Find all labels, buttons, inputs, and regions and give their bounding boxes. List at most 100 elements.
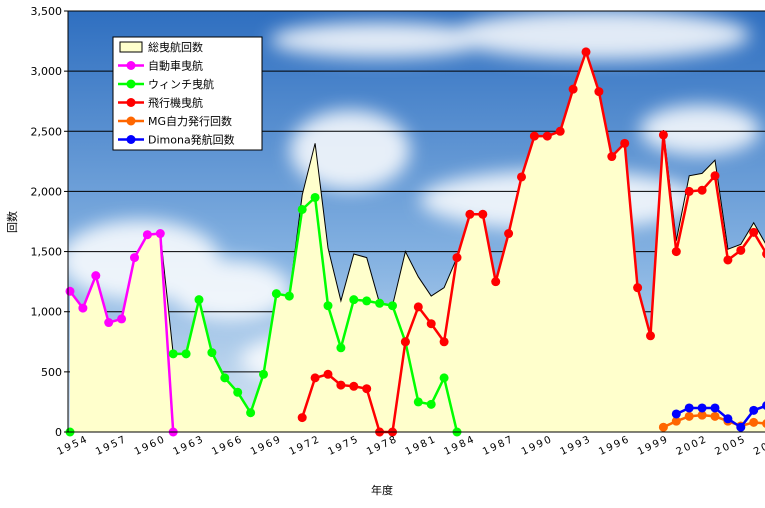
series-point <box>362 296 371 305</box>
series-point <box>530 132 539 141</box>
x-tick-label: 2002 <box>675 434 710 458</box>
series-point <box>556 127 565 136</box>
x-tick-label: 2008 <box>752 434 765 458</box>
series-point <box>66 287 75 296</box>
series-point <box>685 403 694 412</box>
legend-label: 総曳航回数 <box>148 40 203 54</box>
series-point <box>685 412 694 421</box>
series-point <box>91 271 100 280</box>
series-point <box>711 412 720 421</box>
legend-swatch <box>120 42 142 52</box>
series-point <box>465 210 474 219</box>
series-point <box>569 85 578 94</box>
series-point <box>749 228 758 237</box>
x-tick-label: 1999 <box>636 434 671 458</box>
series-point <box>311 373 320 382</box>
series-point <box>182 349 191 358</box>
series-point <box>401 337 410 346</box>
series-point <box>233 388 242 397</box>
series-point <box>736 246 745 255</box>
series-point <box>324 301 333 310</box>
y-tick-label: 2,000 <box>31 185 63 198</box>
series-point <box>749 418 758 427</box>
series-point <box>723 255 732 264</box>
legend-label: ウィンチ曳航 <box>148 77 214 91</box>
y-tick-label: 500 <box>41 366 62 379</box>
series-point <box>259 370 268 379</box>
legend-label: MG自力発行回数 <box>148 114 232 128</box>
series-point <box>427 400 436 409</box>
legend-swatch <box>127 80 136 89</box>
x-tick-label: 1987 <box>481 434 516 458</box>
series-point <box>375 299 384 308</box>
series-point <box>169 349 178 358</box>
series-point <box>427 319 436 328</box>
series-point <box>336 381 345 390</box>
series-point <box>195 295 204 304</box>
legend-swatch <box>127 61 136 70</box>
series-point <box>272 289 281 298</box>
legend-label: 自動車曳航 <box>148 59 203 73</box>
series-point <box>698 403 707 412</box>
series-point <box>711 403 720 412</box>
series-point <box>414 397 423 406</box>
y-tick-label: 2,500 <box>31 125 63 138</box>
legend-swatch <box>127 135 136 144</box>
series-point <box>104 318 113 327</box>
series-point <box>156 229 165 238</box>
series-point <box>543 132 552 141</box>
series-point <box>207 348 216 357</box>
series-point <box>220 373 229 382</box>
x-tick-label: 1975 <box>326 434 361 458</box>
legend-label: Dimona発航回数 <box>148 133 235 147</box>
legend-swatch <box>127 98 136 107</box>
legend-label: 飛行機曳航 <box>148 96 203 110</box>
series-point <box>414 302 423 311</box>
series-point <box>285 292 294 301</box>
x-tick-label: 1996 <box>597 434 632 458</box>
y-tick-label: 1,000 <box>31 306 63 319</box>
x-tick-label: 1972 <box>288 434 323 458</box>
series-point <box>672 247 681 256</box>
x-tick-label: 1957 <box>94 434 129 458</box>
series-point <box>491 277 500 286</box>
series-point <box>582 47 591 56</box>
x-tick-label: 1993 <box>559 434 594 458</box>
series-point <box>362 384 371 393</box>
series-point <box>723 414 732 423</box>
series-point <box>646 331 655 340</box>
x-tick-label: 1966 <box>210 434 245 458</box>
series-point <box>594 87 603 96</box>
series-point <box>440 337 449 346</box>
series-point <box>336 343 345 352</box>
series-point <box>736 423 745 432</box>
series-point <box>440 373 449 382</box>
series-point <box>685 187 694 196</box>
series-point <box>130 253 139 262</box>
series-point <box>607 152 616 161</box>
series-point <box>117 314 126 323</box>
series-point <box>388 301 397 310</box>
y-axis-title: 回数 <box>6 211 19 233</box>
series-point <box>324 370 333 379</box>
series-point <box>517 172 526 181</box>
series-point <box>78 304 87 313</box>
x-tick-label: 2005 <box>713 434 748 458</box>
series-point <box>711 171 720 180</box>
series-point <box>504 229 513 238</box>
x-tick-label: 1984 <box>442 434 477 458</box>
y-tick-label: 3,500 <box>31 5 63 18</box>
series-point <box>453 253 462 262</box>
legend-swatch <box>127 117 136 126</box>
series-point <box>349 382 358 391</box>
series-point <box>478 210 487 219</box>
series-point <box>298 205 307 214</box>
x-tick-label: 1960 <box>133 434 168 458</box>
x-tick-label: 1969 <box>249 434 284 458</box>
series-point <box>143 230 152 239</box>
series-point <box>246 408 255 417</box>
y-tick-label: 1,500 <box>31 246 63 259</box>
